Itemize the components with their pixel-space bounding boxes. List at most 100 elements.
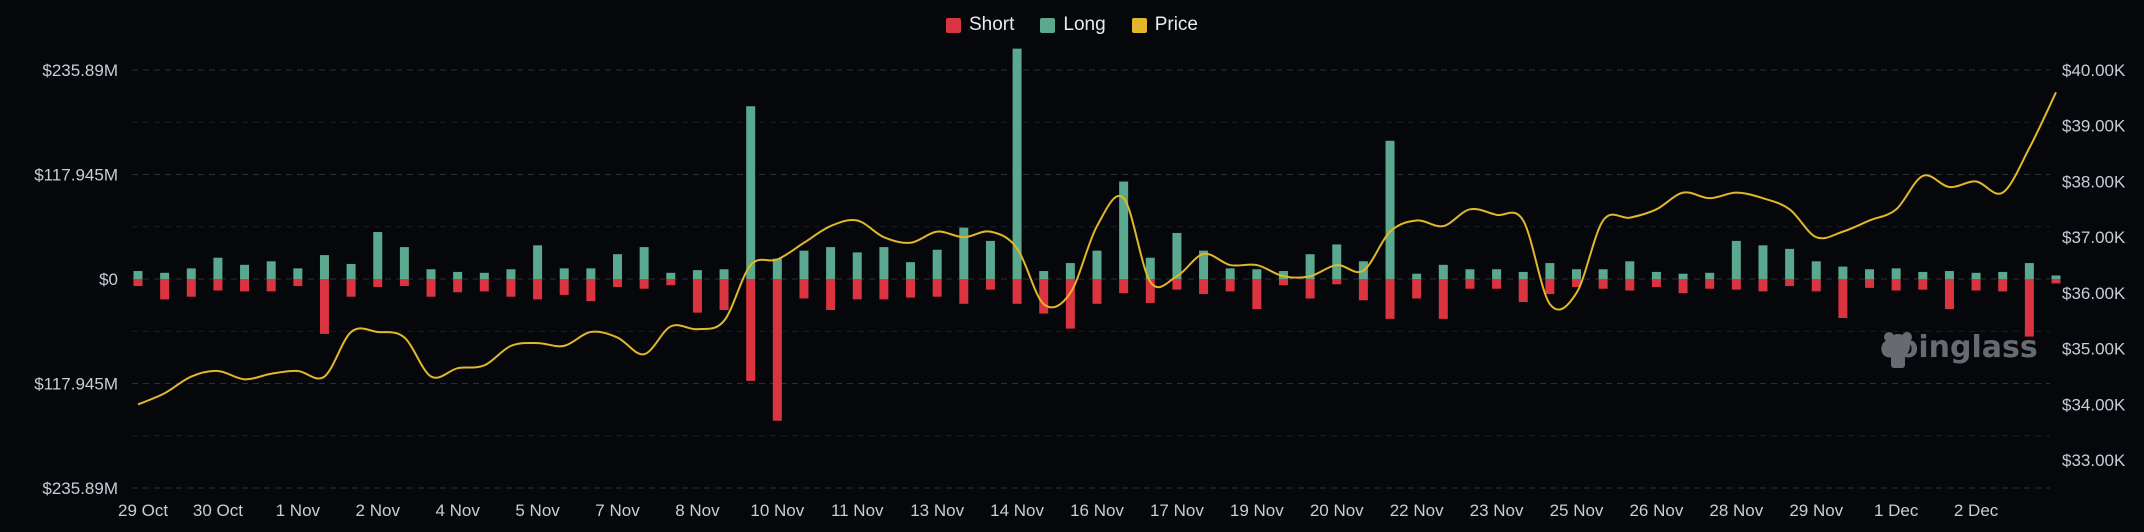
short-bar [1572, 279, 1581, 287]
long-bar [1758, 245, 1768, 279]
legend-label-long: Long [1063, 14, 1106, 35]
x-axis-tick: 17 Nov [1150, 501, 1204, 520]
short-bar [1651, 279, 1661, 287]
short-bar [1518, 279, 1528, 303]
long-bar [1385, 140, 1395, 279]
long-bar [1305, 254, 1315, 279]
short-bar [586, 279, 596, 302]
x-axis-tick: 20 Nov [1310, 501, 1364, 520]
long-bar [213, 257, 223, 279]
short-bar [533, 279, 543, 300]
short-bar [1785, 279, 1795, 287]
y-axis-left-tick: $117.945M [34, 166, 118, 185]
x-axis-tick: 7 Nov [595, 501, 640, 520]
legend-item-price[interactable]: Price [1131, 14, 1198, 36]
legend-swatch-long [1040, 17, 1056, 33]
short-bar [1199, 279, 1209, 295]
short-bar [1092, 279, 1102, 304]
short-bar [213, 279, 223, 291]
long-bar [1172, 232, 1182, 279]
long-bar [293, 268, 303, 279]
short-bar [719, 279, 729, 311]
long-bar [1145, 257, 1155, 279]
short-bar [373, 279, 383, 287]
short-bar [959, 279, 969, 304]
long-bar [160, 272, 170, 279]
long-bar [1465, 269, 1475, 279]
short-bar [1865, 279, 1875, 288]
short-bar [613, 279, 622, 287]
long-bar [1918, 271, 1928, 279]
long-bar [639, 247, 649, 279]
long-bar [613, 254, 622, 279]
short-bar [1758, 279, 1768, 292]
legend-item-short[interactable]: Short [946, 14, 1014, 36]
x-axis-tick: 4 Nov [435, 501, 480, 520]
chart-legend: Short Long Price [0, 14, 2144, 36]
short-bar [1332, 279, 1342, 285]
long-bar [1518, 271, 1528, 279]
x-axis-tick: 29 Nov [1789, 501, 1843, 520]
short-bar [346, 279, 356, 297]
short-bar [1678, 279, 1688, 294]
short-bar [1252, 279, 1262, 310]
x-axis-tick: 22 Nov [1390, 501, 1444, 520]
short-bar [985, 279, 995, 290]
short-bar [1492, 279, 1502, 289]
short-bar [133, 279, 143, 287]
short-bar [399, 279, 409, 287]
short-bar [1545, 279, 1555, 295]
long-bar [932, 249, 942, 279]
long-bar [1225, 268, 1235, 279]
long-bar [666, 272, 676, 279]
short-bar [506, 279, 516, 297]
price-line [137, 91, 2057, 406]
y-axis-left-tick: $117.945M [34, 375, 118, 394]
y-axis-right-tick: $36.00K [2062, 284, 2126, 303]
y-axis-left-tick: $235.89M [42, 479, 118, 498]
long-bar [319, 255, 329, 279]
x-axis-tick: 29 Oct [118, 501, 168, 520]
long-bar [1971, 272, 1981, 279]
x-axis-tick: 23 Nov [1470, 501, 1524, 520]
long-bar [133, 271, 143, 279]
long-bar [559, 268, 569, 279]
long-bar [1252, 269, 1262, 279]
short-bar [799, 279, 809, 299]
x-axis-tick: 26 Nov [1629, 501, 1683, 520]
short-bar [1944, 279, 1954, 310]
long-bar [1891, 268, 1901, 279]
short-bar [2024, 279, 2034, 337]
y-axis-right-tick: $40.00K [2062, 61, 2126, 80]
short-bar [1811, 279, 1821, 292]
short-bar [559, 279, 569, 295]
long-bar [1678, 273, 1688, 279]
long-bar [959, 227, 969, 279]
short-bar [453, 279, 463, 293]
short-bar [2051, 279, 2061, 284]
legend-swatch-price [1131, 17, 1147, 33]
short-bar [1225, 279, 1235, 292]
short-bar [160, 279, 170, 300]
short-bar [666, 279, 676, 286]
long-bar [1651, 271, 1661, 279]
y-axis-right-tick: $34.00K [2062, 395, 2126, 414]
coinglass-watermark: coinglass [1880, 330, 2038, 368]
long-bar [1039, 271, 1049, 279]
short-bar [1145, 279, 1155, 303]
long-bar [426, 269, 436, 279]
x-axis-tick: 2 Nov [356, 501, 401, 520]
long-bar [1944, 271, 1954, 279]
x-axis-tick: 1 Dec [1874, 501, 1919, 520]
long-bar [1785, 248, 1795, 279]
y-axis-right-tick: $35.00K [2062, 340, 2126, 359]
long-bar [479, 272, 489, 279]
x-axis-tick: 8 Nov [675, 501, 720, 520]
short-bar [1465, 279, 1475, 289]
short-bar [932, 279, 942, 297]
short-bar [1172, 279, 1182, 290]
long-bar [852, 252, 862, 279]
short-bar [692, 279, 702, 313]
legend-item-long[interactable]: Long [1040, 14, 1106, 36]
